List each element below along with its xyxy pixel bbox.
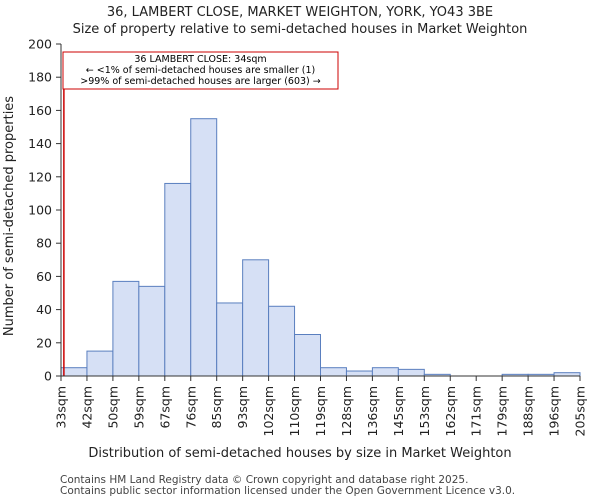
- x-tick-label: 179sqm: [495, 386, 510, 436]
- bar-42sqm: [86, 350, 114, 377]
- x-tick-label: 59sqm: [131, 386, 146, 429]
- y-tick-label: 100: [28, 203, 52, 218]
- y-tick-label: 140: [28, 136, 52, 151]
- x-tick-label: 67sqm: [157, 386, 172, 429]
- y-tick-label: 0: [44, 369, 52, 384]
- bar-102sqm: [268, 305, 296, 377]
- y-tick-label: 80: [36, 236, 52, 251]
- x-tick-label: 50sqm: [105, 386, 120, 429]
- chart-subtitle: Size of property relative to semi-detach…: [73, 22, 528, 37]
- plot-area: 0 20 40 60 80 100 120 140 160 180 200 33sqm 42sqm 50…: [28, 37, 587, 437]
- x-tick-label: 93sqm: [235, 386, 250, 429]
- bar-136sqm: [371, 367, 399, 377]
- chart-title: 36, LAMBERT CLOSE, MARKET WEIGHTON, YORK…: [107, 5, 493, 20]
- bar-59sqm: [138, 285, 166, 377]
- bar-group: [60, 118, 581, 377]
- y-tick-label: 120: [28, 169, 52, 184]
- x-tick-label: 102sqm: [261, 386, 276, 436]
- y-tick-label: 60: [36, 269, 52, 284]
- x-tick-label: 196sqm: [547, 386, 562, 436]
- annotation-line-1: 36 LAMBERT CLOSE: 34sqm: [134, 54, 266, 65]
- x-tick-label: 153sqm: [417, 386, 432, 436]
- x-tick-label: 205sqm: [573, 386, 588, 436]
- x-tick-label: 171sqm: [469, 386, 484, 436]
- footer-line-2: Contains public sector information licen…: [60, 485, 515, 497]
- y-tick-label: 20: [36, 335, 52, 350]
- annotation-line-2: ← <1% of semi-detached houses are smalle…: [86, 65, 315, 76]
- x-axis-label: Distribution of semi-detached houses by …: [88, 446, 511, 461]
- x-tick-label: 42sqm: [79, 386, 94, 429]
- bar-33sqm: [60, 367, 88, 377]
- bar-119sqm: [320, 367, 347, 377]
- y-axis-label: Number of semi-detached properties: [2, 96, 17, 336]
- y-tick-label: 200: [28, 37, 52, 52]
- x-tick-label: 136sqm: [365, 386, 380, 436]
- x-tick-label: 162sqm: [443, 386, 458, 436]
- x-axis-ticks: 33sqm 42sqm 50sqm 59sqm 67sqm 76sqm 85sqm 93sqm…: [54, 376, 588, 436]
- annotation-box: 36 LAMBERT CLOSE: 34sqm ← <1% of semi-de…: [62, 51, 339, 90]
- x-tick-label: 85sqm: [209, 386, 224, 429]
- x-tick-label: 128sqm: [339, 386, 354, 436]
- x-tick-label: 33sqm: [54, 386, 69, 429]
- x-tick-label: 110sqm: [287, 386, 302, 436]
- bar-76sqm: [190, 118, 218, 377]
- y-tick-label: 180: [28, 70, 52, 85]
- x-tick-label: 76sqm: [183, 386, 198, 429]
- footer-line-1: Contains HM Land Registry data © Crown c…: [60, 474, 468, 486]
- y-axis-ticks: 0 20 40 60 80 100 120 140 160 180 200: [28, 37, 61, 384]
- annotation-frame: [62, 51, 339, 90]
- x-tick-label: 188sqm: [521, 386, 536, 436]
- bar-145sqm: [397, 368, 425, 377]
- bar-93sqm: [242, 259, 270, 377]
- y-tick-label: 40: [36, 302, 52, 317]
- y-tick-label: 160: [28, 103, 52, 118]
- bar-128sqm: [345, 370, 373, 377]
- bar-110sqm: [294, 334, 321, 377]
- x-tick-label: 119sqm: [313, 386, 328, 436]
- bar-50sqm: [112, 280, 140, 377]
- bar-85sqm: [216, 302, 244, 377]
- bar-67sqm: [164, 182, 192, 377]
- x-tick-label: 145sqm: [391, 386, 406, 436]
- annotation-line-3: >99% of semi-detached houses are larger …: [80, 76, 321, 87]
